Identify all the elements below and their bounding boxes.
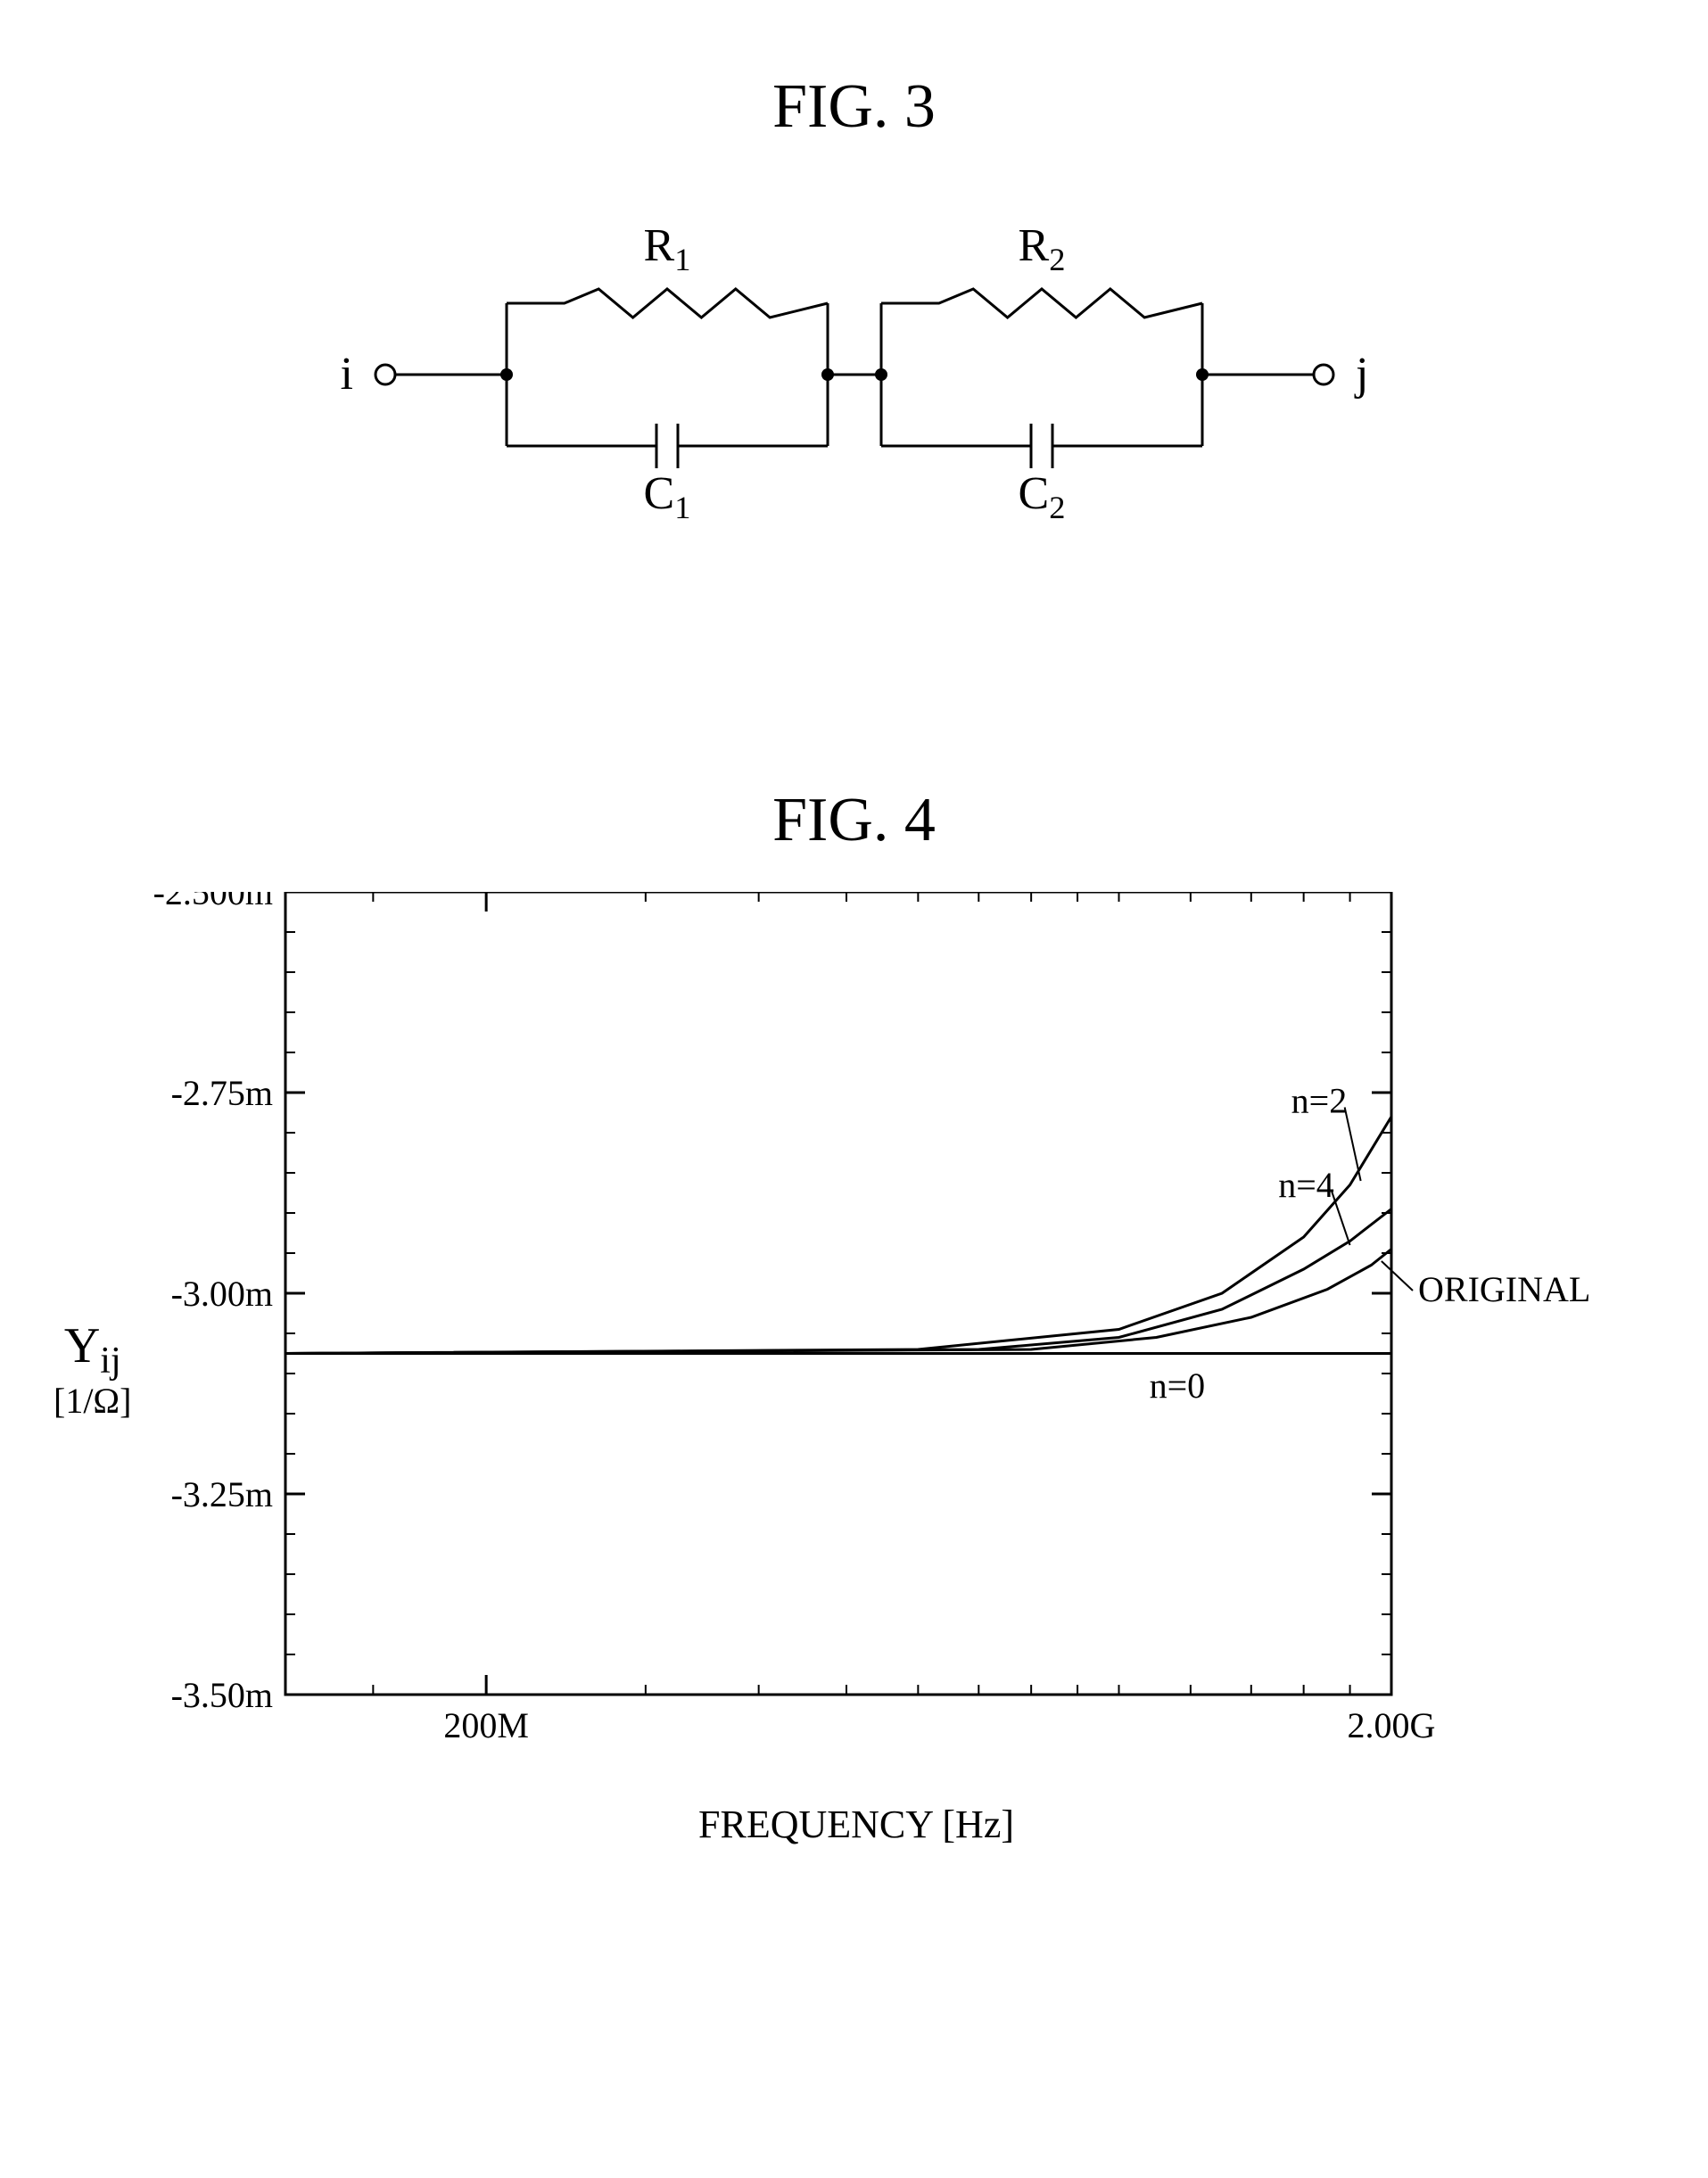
svg-text:-3.00m: -3.00m [171, 1274, 273, 1314]
svg-text:j: j [1354, 349, 1368, 400]
figure-3: FIG. 3 i j R1 C1 R2 C2 [54, 71, 1654, 553]
svg-text:n=2: n=2 [1291, 1081, 1348, 1121]
svg-text:-2.500m: -2.500m [153, 892, 273, 912]
chart-container: Yij [1/Ω] -2.500m -2.75m -3.00m -3.25m -3.50… [54, 892, 1659, 1847]
svg-text:C2: C2 [1018, 468, 1065, 525]
y-axis-label: Yij [1/Ω] [54, 1318, 131, 1420]
chart-svg: -2.500m -2.75m -3.00m -3.25m -3.50m 200M 2.00G… [54, 892, 1659, 1784]
y-axis-label-main: Y [64, 1317, 100, 1373]
svg-text:R1: R1 [643, 220, 690, 277]
circuit-svg: i j R1 C1 R2 C2 [319, 178, 1390, 553]
svg-text:C1: C1 [643, 468, 690, 525]
svg-text:-3.25m: -3.25m [171, 1474, 273, 1514]
x-axis-label: FREQUENCY [Hz] [54, 1802, 1659, 1847]
svg-text:2.00G: 2.00G [1348, 1705, 1436, 1745]
svg-text:-3.50m: -3.50m [171, 1675, 273, 1715]
figure-4-title: FIG. 4 [54, 785, 1654, 856]
figure-4: FIG. 4 Yij [1/Ω] -2.500m -2.75m -3.00m -3.2… [54, 785, 1654, 1847]
svg-text:n=0: n=0 [1150, 1365, 1206, 1406]
svg-text:-2.75m: -2.75m [171, 1073, 273, 1113]
y-axis-label-sub: ij [100, 1341, 120, 1382]
svg-text:n=4: n=4 [1278, 1165, 1334, 1205]
svg-text:R2: R2 [1018, 220, 1065, 277]
figure-3-title: FIG. 3 [54, 71, 1654, 143]
svg-text:ORIGINAL: ORIGINAL [1418, 1269, 1590, 1309]
svg-text:i: i [340, 349, 352, 400]
y-axis-unit: [1/Ω] [54, 1382, 131, 1421]
svg-text:200M: 200M [443, 1705, 529, 1745]
circuit-diagram: i j R1 C1 R2 C2 [54, 178, 1654, 553]
